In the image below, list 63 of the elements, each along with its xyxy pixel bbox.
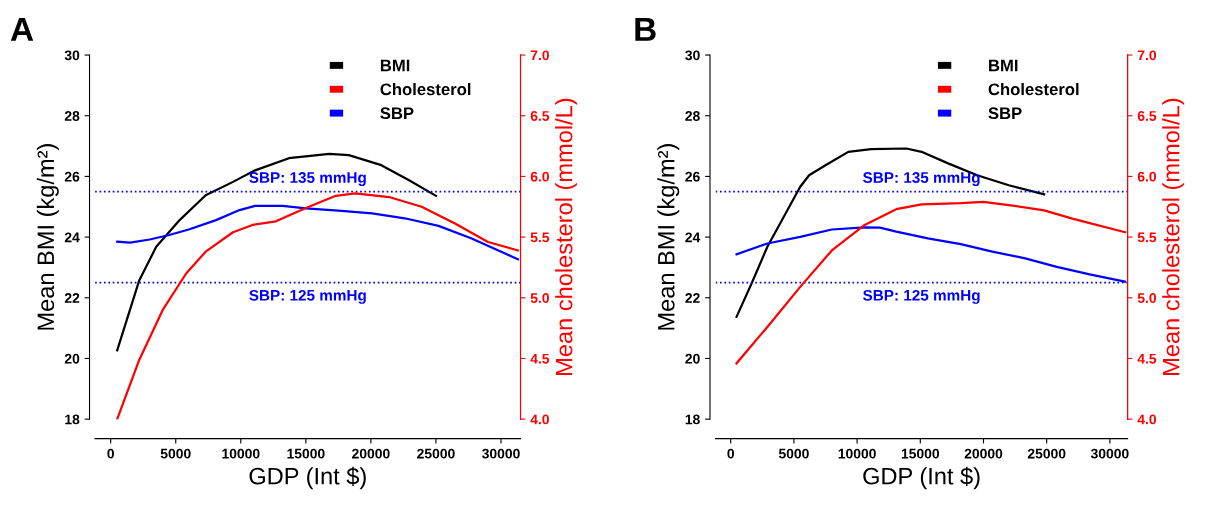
x-tick-label: 0 <box>727 448 735 459</box>
x-axis-title: GDP (Int $) <box>863 466 980 490</box>
x-tick-label: 25000 <box>1027 448 1066 459</box>
legend-label: SBP <box>988 107 1022 120</box>
y-tick-label: 18 <box>685 414 700 425</box>
y2-tick-label: 7.0 <box>1137 50 1157 61</box>
y-axis-title: Mean BMI (kg/m²) <box>657 144 680 330</box>
line-series <box>116 204 520 261</box>
y2-tick-label: 4.5 <box>1137 353 1157 364</box>
x-tick-label: 5000 <box>160 448 191 459</box>
legend-label: BMI <box>380 59 410 72</box>
y-tick-label: 24 <box>64 232 80 243</box>
y-tick-label: 28 <box>685 111 700 121</box>
chart-title: B <box>635 17 656 41</box>
y-tick-label: 26 <box>64 171 80 182</box>
y-tick-label: 22 <box>685 293 700 303</box>
chart-title: A <box>10 17 34 41</box>
y-axis-title: Mean BMI (kg/m²) <box>36 144 59 330</box>
legend-label: Cholesterol <box>380 82 471 96</box>
legend-label: SBP <box>380 107 414 120</box>
x-axis-title: GDP (Int $) <box>249 466 366 490</box>
line-series <box>116 152 438 352</box>
legend-label: Cholesterol <box>988 82 1079 96</box>
x-tick-label: 15000 <box>901 448 940 459</box>
x-tick-label: 10000 <box>838 448 876 459</box>
y2-tick-label: 6.0 <box>1137 171 1157 182</box>
y2-tick-label: 4.0 <box>530 414 549 425</box>
y2-tick-label: 6.0 <box>530 171 549 182</box>
x-tick-label: 30000 <box>482 448 520 459</box>
annotation: SBP: 125 mmHg <box>863 289 980 304</box>
x-tick-label: 20000 <box>352 448 390 459</box>
y-tick-label: 28 <box>64 111 80 121</box>
x-tick-label: 0 <box>107 448 114 459</box>
x-tick-label: 10000 <box>222 448 260 459</box>
y2-axis-title: Mean cholesterol (mmol/L) <box>555 98 578 375</box>
y2-tick-label: 5.5 <box>1137 232 1157 243</box>
y2-tick-label: 6.5 <box>1137 111 1157 121</box>
y2-tick-label: 4.0 <box>1137 414 1157 425</box>
y-tick-label: 20 <box>685 353 700 364</box>
y-tick-label: 22 <box>64 293 80 303</box>
y2-tick-label: 5.0 <box>530 293 549 303</box>
y2-tick-label: 6.5 <box>530 111 550 121</box>
y-tick-label: 20 <box>64 353 80 364</box>
x-tick-label: 15000 <box>287 448 325 459</box>
y-tick-label: 26 <box>685 171 700 182</box>
y2-tick-label: 4.5 <box>530 353 550 364</box>
annotation: SBP: 135 mmHg <box>863 172 980 187</box>
legend-label: BMI <box>989 59 1018 72</box>
y2-tick-label: 5.0 <box>1137 293 1157 303</box>
x-tick-label: 25000 <box>417 448 455 459</box>
annotation: SBP: 135 mmHg <box>249 172 366 187</box>
x-tick-label: 20000 <box>964 448 1003 459</box>
annotation: SBP: 125 mmHg <box>249 289 366 304</box>
y-tick-label: 30 <box>685 50 700 61</box>
x-tick-label: 30000 <box>1090 448 1129 459</box>
y2-tick-label: 5.5 <box>530 232 550 243</box>
y2-tick-label: 7.0 <box>530 50 549 61</box>
line-series <box>735 147 1046 319</box>
x-tick-label: 5000 <box>778 448 809 459</box>
y-tick-label: 30 <box>64 50 80 61</box>
y-tick-label: 24 <box>685 232 701 243</box>
y2-axis-title: Mean cholesterol (mmol/L) <box>1162 98 1185 375</box>
y-tick-label: 18 <box>65 414 80 425</box>
